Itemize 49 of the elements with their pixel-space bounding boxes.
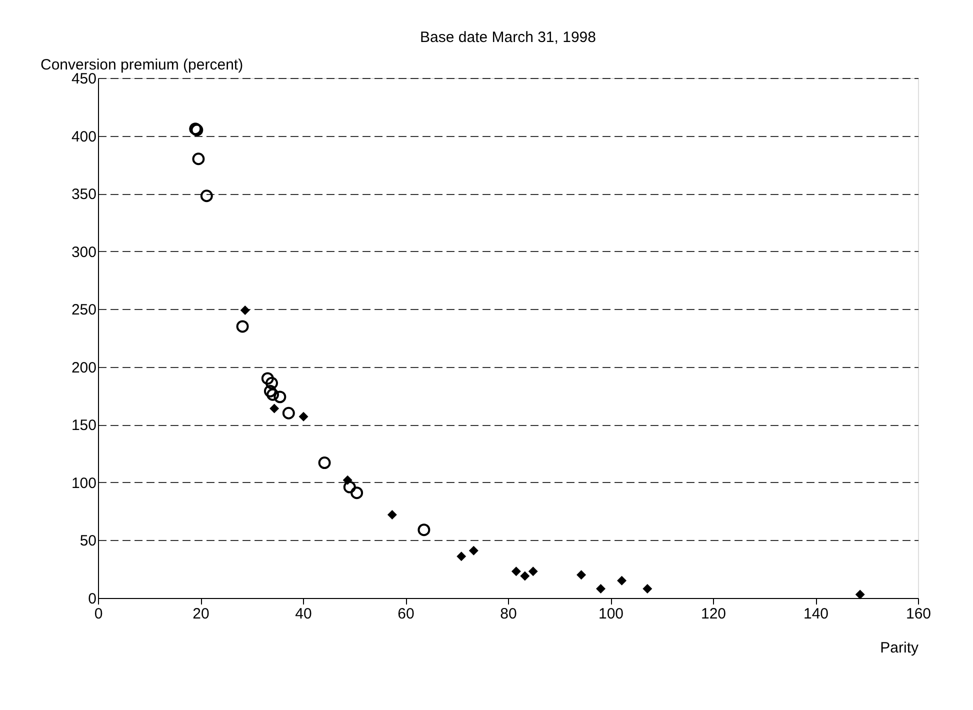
point [596, 584, 606, 594]
x-tick-label: 80 [500, 606, 517, 622]
point [265, 376, 278, 390]
point [387, 510, 397, 520]
point [270, 404, 280, 414]
y-tick-label: 350 [71, 186, 96, 204]
point [468, 546, 478, 556]
point [261, 372, 274, 385]
y-tick-label: 250 [71, 302, 96, 319]
y-tick-label: 450 [71, 70, 96, 88]
x-tick-label: 60 [398, 606, 414, 622]
point [192, 152, 205, 166]
point [264, 384, 276, 398]
point [456, 552, 466, 562]
x-tick-label: 40 [295, 606, 312, 622]
point [343, 480, 356, 494]
point [511, 566, 521, 576]
x-tick-label: 160 [906, 606, 932, 622]
point [617, 576, 627, 586]
point [855, 590, 865, 600]
point [342, 475, 352, 485]
y-tick-label: 50 [80, 532, 96, 550]
x-axis-title: Parity [880, 640, 919, 656]
x-tick-label: 120 [700, 606, 726, 622]
point [266, 388, 280, 401]
point [200, 190, 213, 202]
chart-title: Base date March 31, 1998 [420, 29, 596, 46]
y-tick-label: 0 [88, 590, 96, 608]
point [642, 584, 652, 594]
y-tick-label: 400 [71, 128, 96, 146]
y-tick-label: 200 [71, 359, 96, 376]
y-tick-label: 150 [71, 417, 96, 434]
y-tick-label: 100 [71, 474, 96, 492]
point [318, 456, 331, 470]
point [240, 306, 250, 316]
point [528, 566, 538, 576]
y-axis-title: Conversion premium (percent) [40, 56, 244, 74]
point [236, 320, 249, 333]
point [576, 570, 586, 580]
point [298, 412, 308, 422]
point [520, 571, 530, 581]
x-tick-label: 20 [192, 606, 210, 622]
y-tick-label: 300 [71, 244, 96, 261]
x-tick-label: 100 [598, 606, 624, 622]
point [282, 406, 295, 420]
x-tick-label: 140 [803, 606, 829, 622]
point [418, 524, 430, 536]
point [274, 390, 286, 404]
point [350, 486, 364, 500]
